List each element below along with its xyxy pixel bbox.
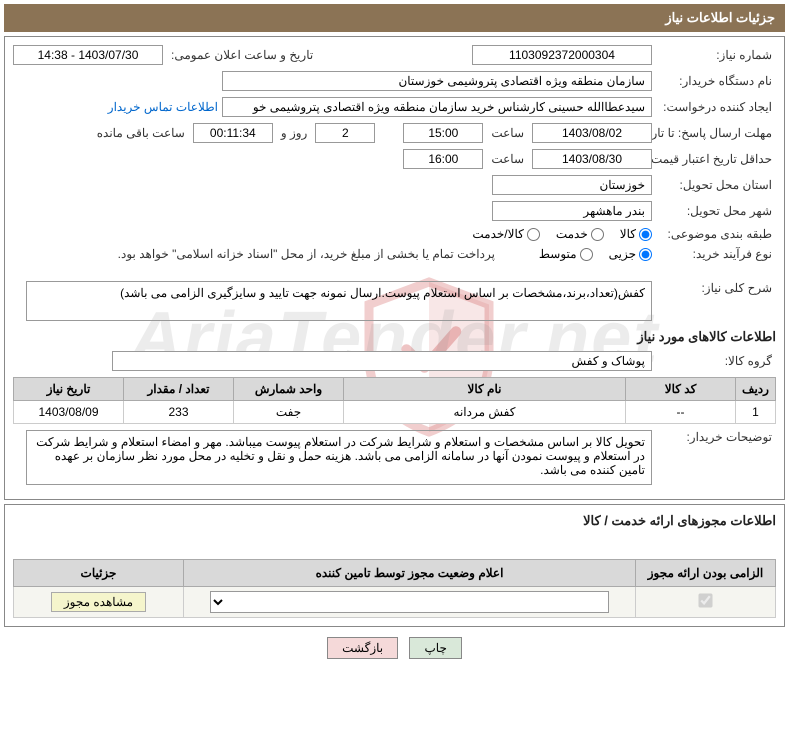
requester-label: ایجاد کننده درخواست:	[656, 100, 776, 114]
action-buttons: چاپ بازگشت	[4, 637, 785, 659]
days-and-label: روز و	[277, 126, 312, 140]
remain-label: ساعت باقی مانده	[93, 126, 189, 140]
cell-date: 1403/08/09	[14, 401, 124, 424]
items-th-row: ردیف	[736, 378, 776, 401]
items-th-qty: تعداد / مقدار	[124, 378, 234, 401]
cell-row: 1	[736, 401, 776, 424]
radio-both-label[interactable]: کالا/خدمت	[472, 227, 539, 241]
announce-label: تاریخ و ساعت اعلان عمومی:	[167, 48, 317, 62]
items-section-title: اطلاعات کالاهای مورد نیاز	[13, 329, 776, 345]
radio-both-text: کالا/خدمت	[472, 227, 523, 241]
time-remain: 00:11:34	[193, 123, 273, 143]
req-no-value: 1103092372000304	[472, 45, 652, 65]
view-license-button[interactable]: مشاهده مجوز	[51, 592, 146, 612]
row-buyer-notes: توضیحات خریدار: تحویل کالا بر اساس مشخصا…	[13, 430, 776, 485]
cell-unit: جفت	[234, 401, 344, 424]
lic-th-mandatory: الزامی بودن ارائه مجوز	[636, 560, 776, 587]
page-header: جزئیات اطلاعات نیاز	[4, 4, 785, 32]
category-label: طبقه بندی موضوعی:	[656, 227, 776, 241]
deadline-send-date: 1403/08/02	[532, 123, 652, 143]
buyer-org-label: نام دستگاه خریدار:	[656, 74, 776, 88]
license-row: مشاهده مجوز	[14, 587, 776, 618]
time-label-2: ساعت	[487, 152, 528, 166]
row-buyer-org: نام دستگاه خریدار: سازمان منطقه ویژه اقت…	[13, 71, 776, 91]
radio-goods-label[interactable]: کالا	[620, 227, 652, 241]
city-label: شهر محل تحویل:	[656, 204, 776, 218]
min-validity-label: حداقل تاریخ اعتبار قیمت: تا تاریخ:	[656, 152, 776, 166]
radio-goods-text: کالا	[620, 227, 636, 241]
row-city: شهر محل تحویل: بندر ماهشهر	[13, 201, 776, 221]
buyer-org-value: سازمان منطقه ویژه اقتصادی پتروشیمی خوزست…	[222, 71, 652, 91]
row-min-validity: حداقل تاریخ اعتبار قیمت: تا تاریخ: 1403/…	[13, 149, 776, 169]
group-value: پوشاک و کفش	[112, 351, 652, 371]
row-deadline-send: مهلت ارسال پاسخ: تا تاریخ: 1403/08/02 سا…	[13, 123, 776, 143]
announce-value: 1403/07/30 - 14:38	[13, 45, 163, 65]
buyer-notes-text: تحویل کالا بر اساس مشخصات و استعلام و شر…	[26, 430, 652, 485]
process-label: نوع فرآیند خرید:	[656, 247, 776, 261]
radio-medium[interactable]	[580, 248, 593, 261]
lic-th-details: جزئیات	[14, 560, 184, 587]
row-province: استان محل تحویل: خوزستان	[13, 175, 776, 195]
lic-th-status: اعلام وضعیت مجوز توسط تامین کننده	[184, 560, 636, 587]
license-section-title: اطلاعات مجوزهای ارائه خدمت / کالا	[13, 513, 776, 529]
row-category: طبقه بندی موضوعی: کالا خدمت کالا/خدمت	[13, 227, 776, 241]
radio-service-text: خدمت	[556, 227, 588, 241]
time-label-1: ساعت	[487, 126, 528, 140]
requester-value: سیدعطاالله حسینی کارشناس خرید سازمان منط…	[222, 97, 652, 117]
items-th-date: تاریخ نیاز	[14, 378, 124, 401]
province-label: استان محل تحویل:	[656, 178, 776, 192]
radio-service[interactable]	[591, 228, 604, 241]
lic-mandatory-checkbox	[698, 593, 712, 607]
lic-mandatory-cell	[636, 587, 776, 618]
radio-medium-text: متوسط	[539, 247, 577, 261]
radio-small[interactable]	[639, 248, 652, 261]
deadline-send-time: 15:00	[403, 123, 483, 143]
city-value: بندر ماهشهر	[492, 201, 652, 221]
min-validity-date: 1403/08/30	[532, 149, 652, 169]
radio-goods[interactable]	[639, 228, 652, 241]
row-req-no: شماره نیاز: 1103092372000304 تاریخ و ساع…	[13, 45, 776, 65]
back-button[interactable]: بازگشت	[327, 637, 398, 659]
radio-service-label[interactable]: خدمت	[556, 227, 604, 241]
province-value: خوزستان	[492, 175, 652, 195]
group-label: گروه کالا:	[656, 354, 776, 368]
payment-note: پرداخت تمام یا بخشی از مبلغ خرید، از محل…	[13, 247, 499, 261]
lic-details-cell: مشاهده مجوز	[14, 587, 184, 618]
summary-text: کفش(تعداد،برند،مشخصات بر اساس استعلام پی…	[26, 281, 652, 321]
items-th-name: نام کالا	[344, 378, 626, 401]
items-th-unit: واحد شمارش	[234, 378, 344, 401]
lic-status-dropdown[interactable]	[210, 591, 609, 613]
main-details-box: AriaTender.net شماره نیاز: 1103092372000…	[4, 36, 785, 500]
contact-buyer-link[interactable]: اطلاعات تماس خریدار	[108, 100, 218, 114]
summary-label: شرح کلی نیاز:	[656, 281, 776, 295]
row-group: گروه کالا: پوشاک و کفش	[13, 351, 776, 371]
page-title: جزئیات اطلاعات نیاز	[665, 10, 775, 25]
table-row: 1 -- کفش مردانه جفت 233 1403/08/09	[14, 401, 776, 424]
lic-status-cell	[184, 587, 636, 618]
radio-medium-label[interactable]: متوسط	[539, 247, 593, 261]
print-button[interactable]: چاپ	[409, 637, 461, 659]
items-th-code: کد کالا	[626, 378, 736, 401]
radio-small-text: جزیی	[609, 247, 636, 261]
days-remain: 2	[315, 123, 375, 143]
items-table: ردیف کد کالا نام کالا واحد شمارش تعداد /…	[13, 377, 776, 424]
min-validity-time: 16:00	[403, 149, 483, 169]
license-box: اطلاعات مجوزهای ارائه خدمت / کالا الزامی…	[4, 504, 785, 627]
radio-both[interactable]	[527, 228, 540, 241]
buyer-notes-label: توضیحات خریدار:	[656, 430, 776, 444]
cell-name: کفش مردانه	[344, 401, 626, 424]
row-requester: ایجاد کننده درخواست: سیدعطاالله حسینی کا…	[13, 97, 776, 117]
cell-qty: 233	[124, 401, 234, 424]
cell-code: --	[626, 401, 736, 424]
row-summary: شرح کلی نیاز: کفش(تعداد،برند،مشخصات بر ا…	[13, 281, 776, 321]
req-no-label: شماره نیاز:	[656, 48, 776, 62]
deadline-send-label: مهلت ارسال پاسخ: تا تاریخ:	[656, 126, 776, 140]
license-table: الزامی بودن ارائه مجوز اعلام وضعیت مجوز …	[13, 559, 776, 618]
radio-small-label[interactable]: جزیی	[609, 247, 652, 261]
row-process: نوع فرآیند خرید: جزیی متوسط پرداخت تمام …	[13, 247, 776, 261]
